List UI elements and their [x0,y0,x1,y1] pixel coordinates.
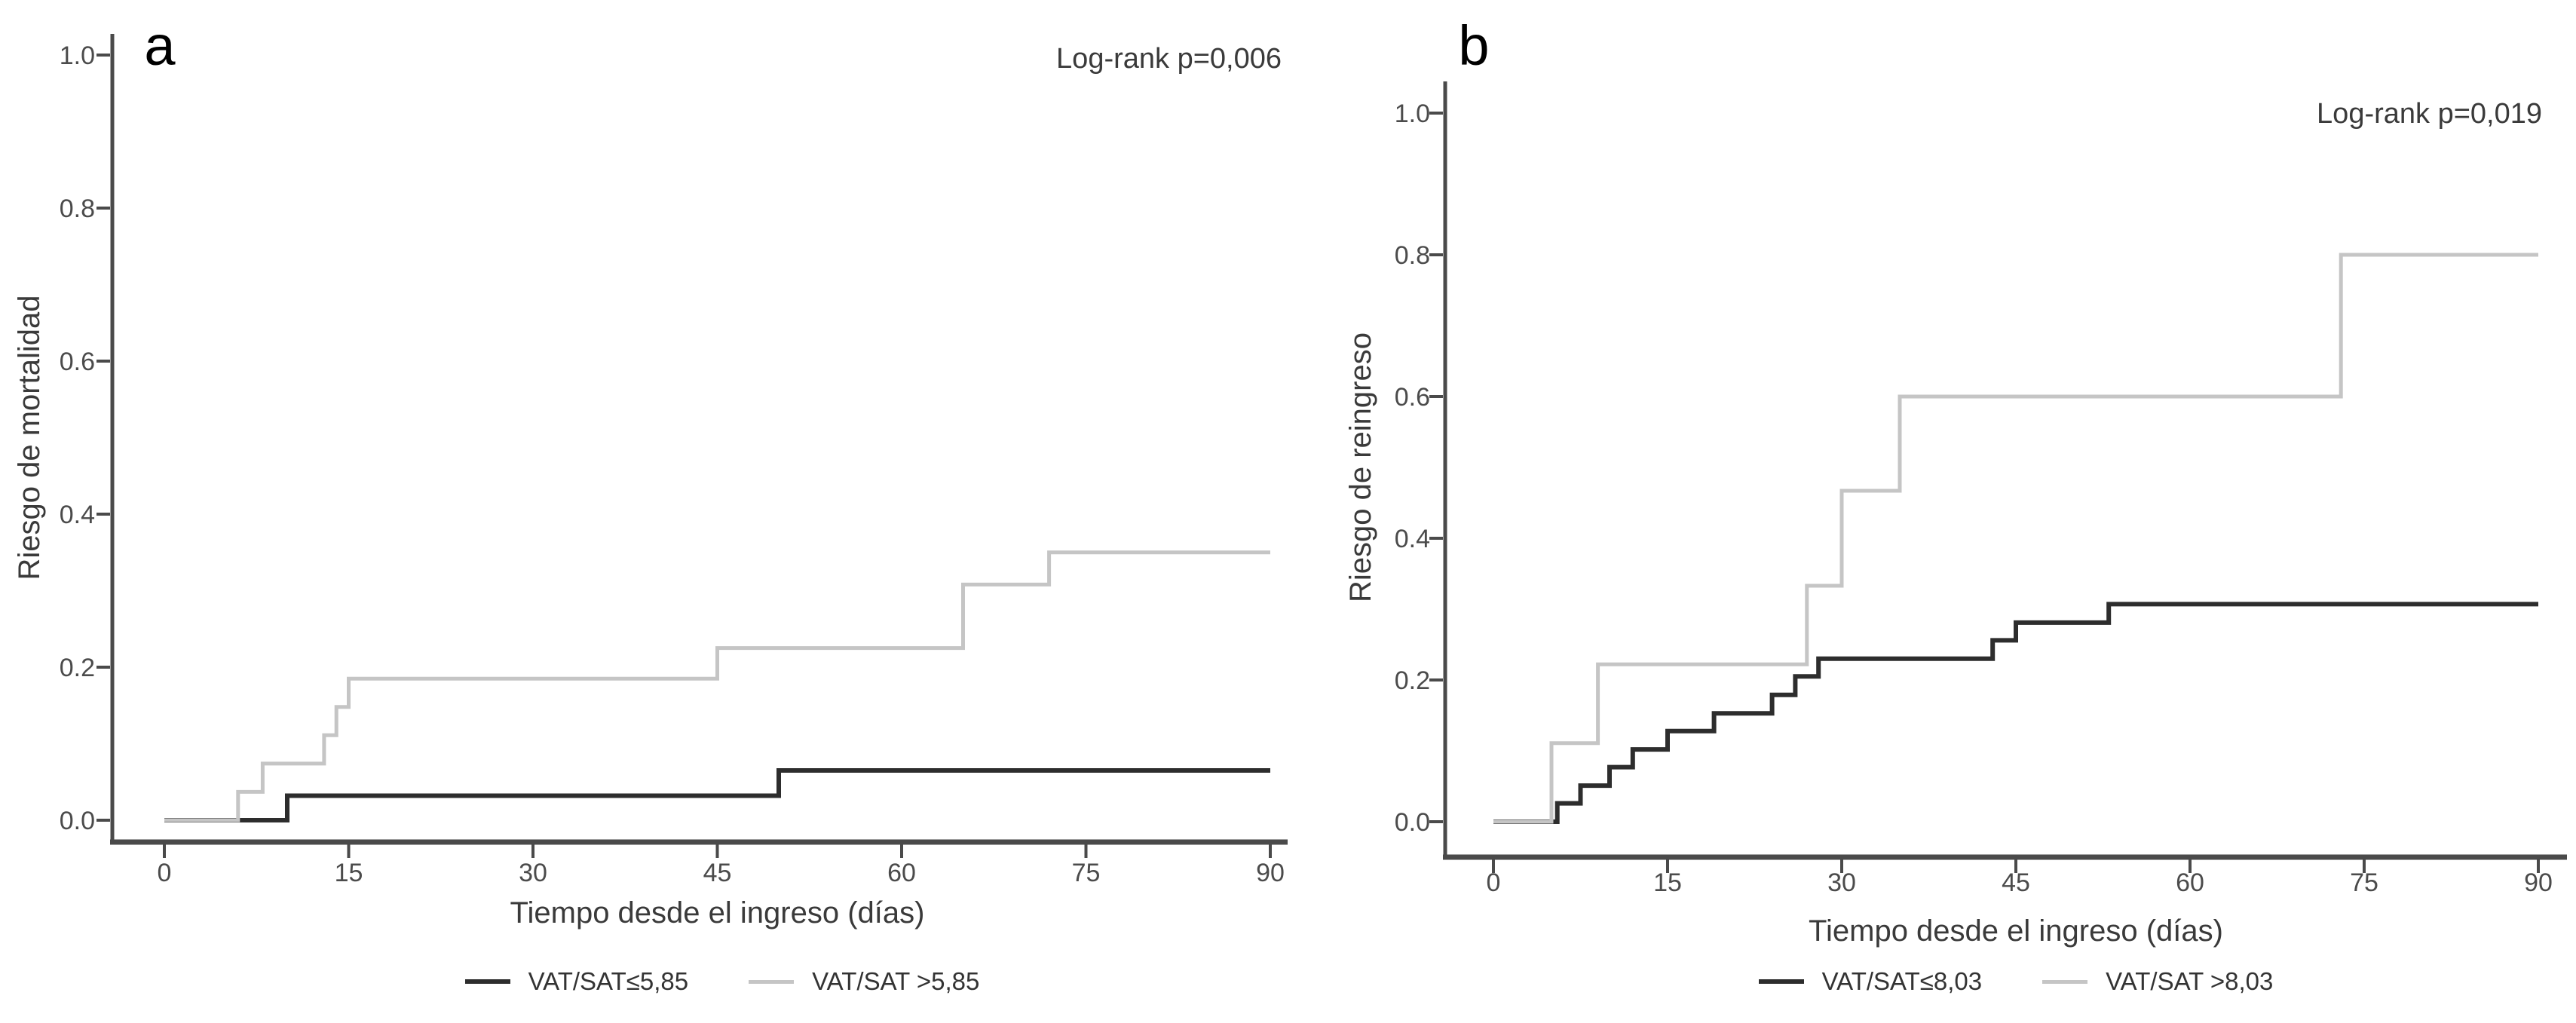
series-line-vat-sat-8-03 [1493,253,2538,824]
y-tick-label-1.0: 1.0 [60,41,95,70]
x-axis-title: Tiempo desde el ingreso (días) [510,896,925,930]
series-line-vat-sat-5-85 [164,550,1270,822]
log-rank-annotation: Log-rank p=0,019 [2317,98,2542,130]
y-tick-label-0.0: 0.0 [60,807,95,835]
x-tick-label-0: 0 [1487,868,1501,897]
legend-item-vat-sat-8-03: VAT/SAT >8,03 [2042,967,2273,996]
x-tick-label-90: 90 [2524,868,2553,897]
legend-label: VAT/SAT≤5,85 [528,967,689,995]
x-tick-label-45: 45 [703,859,732,887]
y-tick-label-0.2: 0.2 [60,654,95,682]
y-tick-label-0.4: 0.4 [60,501,95,529]
log-rank-annotation: Log-rank p=0,006 [1056,43,1282,75]
legend-line-swatch [749,979,795,984]
x-tick-label-90: 90 [1256,859,1285,887]
series-line-vat-sat-5-85 [164,768,1270,822]
panel-a: 0 15 30 45 60 75 90 0.0 0.2 0.4 0.6 0.8 1.0 Tiempo de… [13,14,1288,930]
y-tick-label-0.2: 0.2 [1395,666,1430,695]
x-tick-label-15: 15 [1653,868,1682,897]
legend-item-vat-sat-5-85: VAT/SAT >5,85 [749,967,979,996]
y-tick-label-0.8: 0.8 [60,194,95,223]
x-tick-label-30: 30 [1827,868,1856,897]
legend-item-vat-sat-5-85: VAT/SAT≤5,85 [464,967,689,996]
x-tick-label-45: 45 [2002,868,2030,897]
y-tick-label-0.0: 0.0 [1395,808,1430,837]
x-axis-title: Tiempo desde el ingreso (días) [1809,914,2223,948]
y-axis-title: Riesgo de reingreso [1344,332,1377,602]
legend-line-swatch [2042,979,2088,984]
y-axis-title: Riesgo de mortalidad [13,296,46,580]
x-tick-label-60: 60 [2176,868,2204,897]
legend-panel-a: VAT/SAT≤5,85 VAT/SAT >5,85 [270,959,1175,1004]
x-tick-label-0: 0 [158,859,172,887]
x-tick-label-75: 75 [2350,868,2378,897]
legend-line-swatch [464,979,510,984]
legend-line-swatch [1758,979,1804,984]
x-tick-label-15: 15 [335,859,363,887]
y-tick-label-0.4: 0.4 [1395,525,1430,553]
panel-letter-b: b [1458,14,1489,77]
series-line-vat-sat-8-03 [1493,602,2538,824]
y-tick-label-0.6: 0.6 [60,348,95,376]
legend-label: VAT/SAT >8,03 [2106,967,2274,995]
legend-panel-b: VAT/SAT≤8,03 VAT/SAT >8,03 [1564,959,2468,1004]
panel-b: 0 15 30 45 60 75 90 0.0 0.2 0.4 0.6 0.8 1.0 Tiempo de… [1344,14,2567,948]
x-tick-label-60: 60 [887,859,916,887]
y-tick-label-1.0: 1.0 [1395,100,1430,128]
legend-label: VAT/SAT >5,85 [812,967,980,995]
legend-label: VAT/SAT≤8,03 [1821,967,1983,995]
x-tick-label-75: 75 [1072,859,1101,887]
panel-letter-a: a [144,14,176,77]
x-tick-label-30: 30 [519,859,547,887]
y-tick-label-0.6: 0.6 [1395,383,1430,412]
legend-item-vat-sat-8-03: VAT/SAT≤8,03 [1758,967,1983,996]
y-tick-label-0.8: 0.8 [1395,241,1430,270]
